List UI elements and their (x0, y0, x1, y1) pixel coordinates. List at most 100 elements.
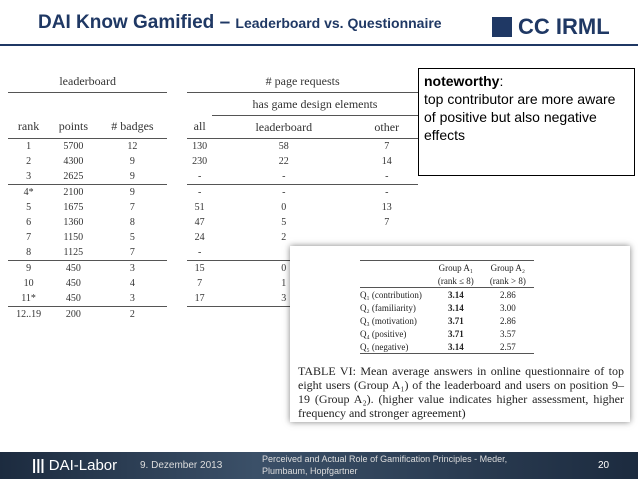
cell: 3.14 (447, 289, 464, 300)
spacer (8, 93, 212, 116)
cell: 3.00 (499, 302, 516, 313)
cell: 3.14 (447, 302, 464, 313)
row: 12..19 200 2 (8, 307, 418, 323)
org-text: DAI-Labor (48, 457, 118, 474)
note-label: noteworthy (424, 73, 500, 89)
cell: 1360 (63, 217, 84, 228)
cell: 2.86 (499, 315, 516, 326)
spacer (167, 154, 187, 169)
cell: 3.57 (499, 328, 516, 339)
note-box: noteworthy: top contributor are more awar… (418, 68, 635, 176)
header-row: rank points # badges all leaderboard other (8, 115, 418, 139)
row: Q₂ (familiarity) 3.14 3.00 (360, 301, 534, 314)
row: 2 4300 9 230 22 14 (8, 154, 418, 169)
column-header: leaderboard (212, 115, 356, 139)
header-row: (rank ≤ 8) (rank > 8) (360, 274, 534, 288)
cell: 9 (129, 187, 135, 198)
cell: 58 (278, 141, 289, 152)
cell: 5 (26, 202, 32, 213)
header-row: leaderboard # page requests (8, 70, 418, 93)
cell: 17 (187, 291, 213, 307)
column-header: rank (8, 115, 50, 139)
cell: 15 (194, 263, 205, 274)
cell: 0 (281, 202, 287, 213)
cell: 450 (65, 278, 81, 289)
cell: 450 (49, 291, 98, 307)
cell: Q₁ (contribution) (360, 289, 422, 300)
cell: 2 (281, 232, 287, 243)
cell: 1675 (63, 202, 84, 213)
row: 4* 2100 9 - - - (8, 185, 418, 201)
row: 7 1150 5 24 2 (8, 230, 418, 245)
column-header: (rank ≤ 8) (429, 274, 482, 288)
spacer (360, 274, 430, 288)
cell: - (385, 187, 389, 198)
cell: 2 (129, 309, 135, 320)
title-main: DAI Know Gamified – (38, 12, 236, 33)
sub-header: has game design elements (212, 92, 418, 116)
leaderboard-table: leaderboard # page requests has game desig… (8, 70, 418, 322)
cell: 230 (192, 156, 208, 167)
cell: 9 (26, 263, 32, 274)
logo-text: CC IRML (518, 14, 610, 39)
group-header: # page requests (187, 70, 418, 93)
header-row: has game design elements (8, 92, 418, 116)
cell: 7 (129, 202, 135, 213)
cell: - (197, 187, 202, 198)
cell: 5 (129, 232, 135, 243)
spacer (167, 70, 187, 93)
spacer (167, 291, 187, 307)
cell: 4* (23, 187, 34, 198)
cell: 6 (26, 217, 32, 228)
column-header: (rank > 8) (481, 274, 534, 288)
spacer (167, 307, 187, 323)
cell: 4300 (63, 156, 84, 167)
cell: 7 (384, 141, 390, 152)
cell: 3.14 (429, 340, 482, 354)
footer-date: 9. Dezember 2013 (140, 460, 223, 471)
row: Q₃ (motivation) 3.71 2.86 (360, 314, 534, 327)
cell: 1 (26, 141, 32, 152)
page-number: 20 (598, 460, 610, 471)
cell: 12 (127, 141, 138, 152)
cell: 14 (381, 156, 392, 167)
cell: 0 (281, 263, 287, 274)
group-header: leaderboard (8, 70, 168, 93)
cell: 7 (384, 217, 390, 228)
cell: Q₃ (motivation) (360, 315, 417, 326)
column-header: # badges (97, 115, 168, 139)
title-sub: Leaderboard vs. Questionnaire (235, 15, 442, 31)
title: DAI Know Gamified – Leaderboard vs. Ques… (38, 12, 442, 34)
cell: Q₄ (positive) (360, 328, 407, 339)
note-text: top contributor are more aware of positi… (424, 91, 616, 143)
cell: - (355, 169, 418, 185)
cell: - (212, 169, 356, 185)
cell: 2625 (49, 169, 98, 185)
table: leaderboard # page requests has game desig… (8, 70, 418, 322)
cell: 3 (8, 169, 50, 185)
cell: 24 (194, 232, 205, 243)
cell: 2.86 (499, 289, 516, 300)
spacer (167, 261, 187, 277)
cell: 9 (129, 156, 135, 167)
note-colon: : (499, 73, 504, 89)
column-header: Group A₂ (481, 260, 534, 274)
spacer (167, 215, 187, 230)
cell: 47 (194, 217, 205, 228)
cell: 3.71 (447, 315, 464, 326)
row: 5 1675 7 51 0 13 (8, 200, 418, 215)
spacer (360, 260, 430, 274)
cell: Q₂ (familiarity) (360, 302, 416, 313)
cell: 3 (129, 263, 135, 274)
cell: 8 (8, 245, 50, 261)
table: Group A₁ Group A₂ (rank ≤ 8) (rank > 8) Q₁ (… (360, 260, 534, 354)
caption: TABLE VI: Mean average answers in online… (298, 364, 624, 420)
footer-org: ||| DAI-Labor (32, 457, 118, 474)
row: Q₄ (positive) 3.71 3.57 (360, 327, 534, 340)
cell: 51 (194, 202, 205, 213)
cell: 7 (97, 245, 168, 261)
logo: CC IRML (492, 14, 610, 40)
row: 6 1360 8 47 5 7 (8, 215, 418, 230)
spacer (167, 116, 187, 139)
spacer (167, 139, 187, 155)
